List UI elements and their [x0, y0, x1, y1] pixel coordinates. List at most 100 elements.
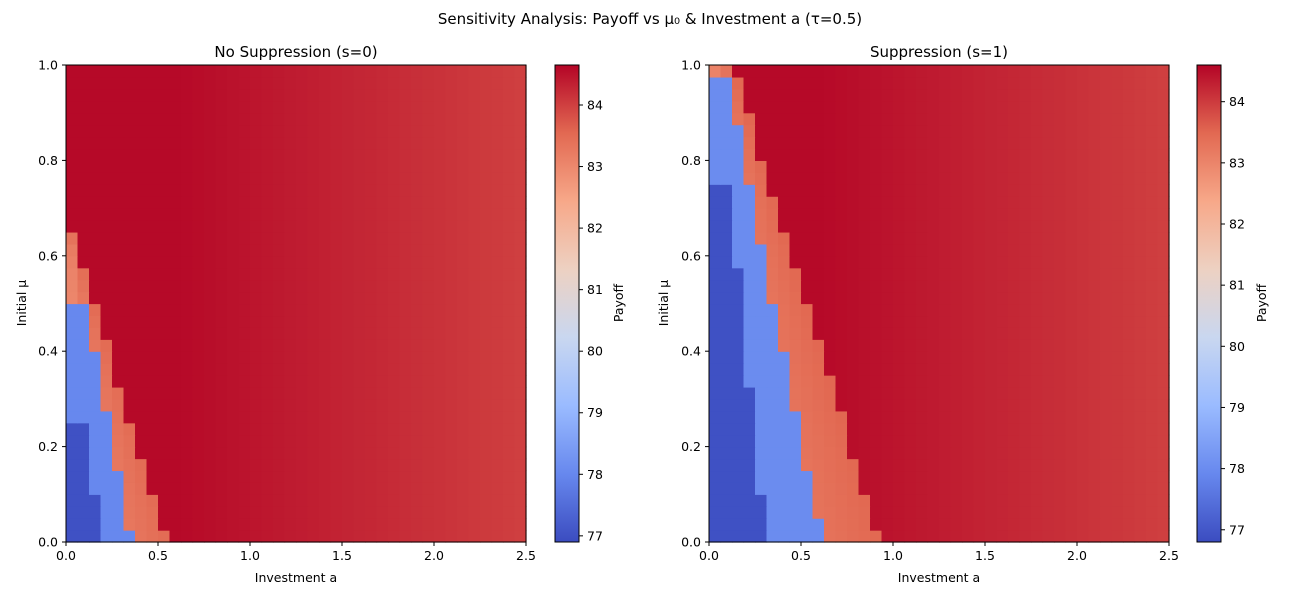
heatmap-cell [789, 422, 802, 436]
heatmap-cell [135, 148, 148, 161]
heatmap-cell [457, 446, 470, 460]
heatmap-cell [135, 482, 148, 495]
heatmap-cell [342, 208, 355, 221]
heatmap-cell [169, 434, 182, 448]
heatmap-cell [422, 172, 435, 185]
heatmap-cell [881, 267, 894, 281]
heatmap-cell [388, 434, 401, 448]
heatmap-cell [801, 458, 814, 472]
colorbar-frame [554, 64, 580, 543]
heatmap-cell [1134, 124, 1147, 138]
heatmap-cell [916, 112, 929, 126]
heatmap-cell [399, 410, 412, 424]
heatmap-cell [353, 136, 366, 150]
heatmap-cell [77, 327, 90, 340]
heatmap-cell [916, 255, 929, 269]
heatmap-cell [307, 422, 320, 436]
heatmap-cell [100, 148, 113, 161]
heatmap-cell [491, 530, 504, 543]
heatmap-cell [1077, 291, 1090, 305]
heatmap-cell [296, 76, 309, 90]
heatmap-cell [732, 196, 745, 209]
heatmap-cell [1123, 148, 1136, 161]
heatmap-cell [847, 196, 860, 209]
heatmap-cell [273, 65, 286, 78]
heatmap-cell [1134, 291, 1147, 305]
heatmap-cell [342, 124, 355, 138]
heatmap-cell [491, 76, 504, 90]
heatmap-cell [66, 363, 79, 376]
heatmap-cell [1019, 124, 1032, 138]
heatmap-cell [720, 446, 733, 460]
heatmap-cell [77, 88, 90, 102]
heatmap-cell [1157, 136, 1170, 150]
heatmap-cell [743, 184, 756, 197]
heatmap-cell [870, 184, 883, 197]
heatmap-cell [480, 112, 493, 126]
heatmap-cell [227, 363, 240, 376]
heatmap-cell [411, 76, 424, 90]
heatmap-cell [835, 208, 848, 221]
heatmap-cell [755, 482, 768, 495]
heatmap-cell [480, 327, 493, 340]
heatmap-cell [1123, 518, 1136, 531]
heatmap-cell [1123, 279, 1136, 293]
heatmap-cell [365, 184, 378, 197]
heatmap-cell [422, 458, 435, 472]
heatmap-cell [238, 482, 251, 495]
heatmap-cell [238, 160, 251, 173]
heatmap-cell [238, 494, 251, 507]
heatmap-cell [720, 208, 733, 221]
heatmap-cell [1054, 291, 1067, 305]
heatmap-cell [77, 172, 90, 185]
heatmap-cell [169, 231, 182, 245]
heatmap-cell [434, 124, 447, 138]
heatmap-cell [870, 76, 883, 90]
heatmap-cell [1100, 434, 1113, 448]
heatmap-cell [353, 446, 366, 460]
heatmap-cell [307, 136, 320, 150]
heatmap-cell [766, 112, 779, 126]
heatmap-cell [169, 267, 182, 281]
heatmap-cell [388, 482, 401, 495]
heatmap-cell [950, 160, 963, 173]
heatmap-cell [1100, 112, 1113, 126]
heatmap-cell [238, 434, 251, 448]
heatmap-cell [250, 315, 263, 328]
heatmap-cell [904, 506, 917, 519]
heatmap-cell [1088, 208, 1101, 221]
heatmap-cell [732, 172, 745, 185]
heatmap-cell [330, 327, 343, 340]
heatmap-cell [123, 76, 136, 90]
heatmap-cell [215, 255, 228, 269]
heatmap-cell [146, 279, 159, 293]
heatmap-cell [296, 518, 309, 531]
heatmap-cell [135, 386, 148, 400]
heatmap-cell [973, 518, 986, 531]
heatmap-cell [1100, 88, 1113, 102]
heatmap-cell [422, 303, 435, 317]
heatmap-cell [847, 530, 860, 543]
heatmap-cell [1065, 482, 1078, 495]
heatmap-cell [881, 315, 894, 328]
heatmap-cell [399, 231, 412, 245]
heatmap-cell [273, 184, 286, 197]
heatmap-cell [491, 351, 504, 364]
heatmap-cell [1077, 386, 1090, 400]
heatmap-cell [893, 255, 906, 269]
heatmap-cell [709, 482, 722, 495]
heatmap-cell [135, 255, 148, 269]
heatmap-cell [881, 386, 894, 400]
heatmap-cell [376, 327, 389, 340]
heatmap-cell [1042, 255, 1055, 269]
heatmap-cell [204, 112, 217, 126]
heatmap-cell [835, 458, 848, 472]
heatmap-cell [273, 220, 286, 233]
heatmap-cell [307, 291, 320, 305]
heatmap-cell [766, 208, 779, 221]
heatmap-cell [353, 398, 366, 412]
heatmap-cell [411, 88, 424, 102]
heatmap-cell [307, 518, 320, 531]
heatmap-cell [732, 363, 745, 376]
heatmap-cell [950, 88, 963, 102]
